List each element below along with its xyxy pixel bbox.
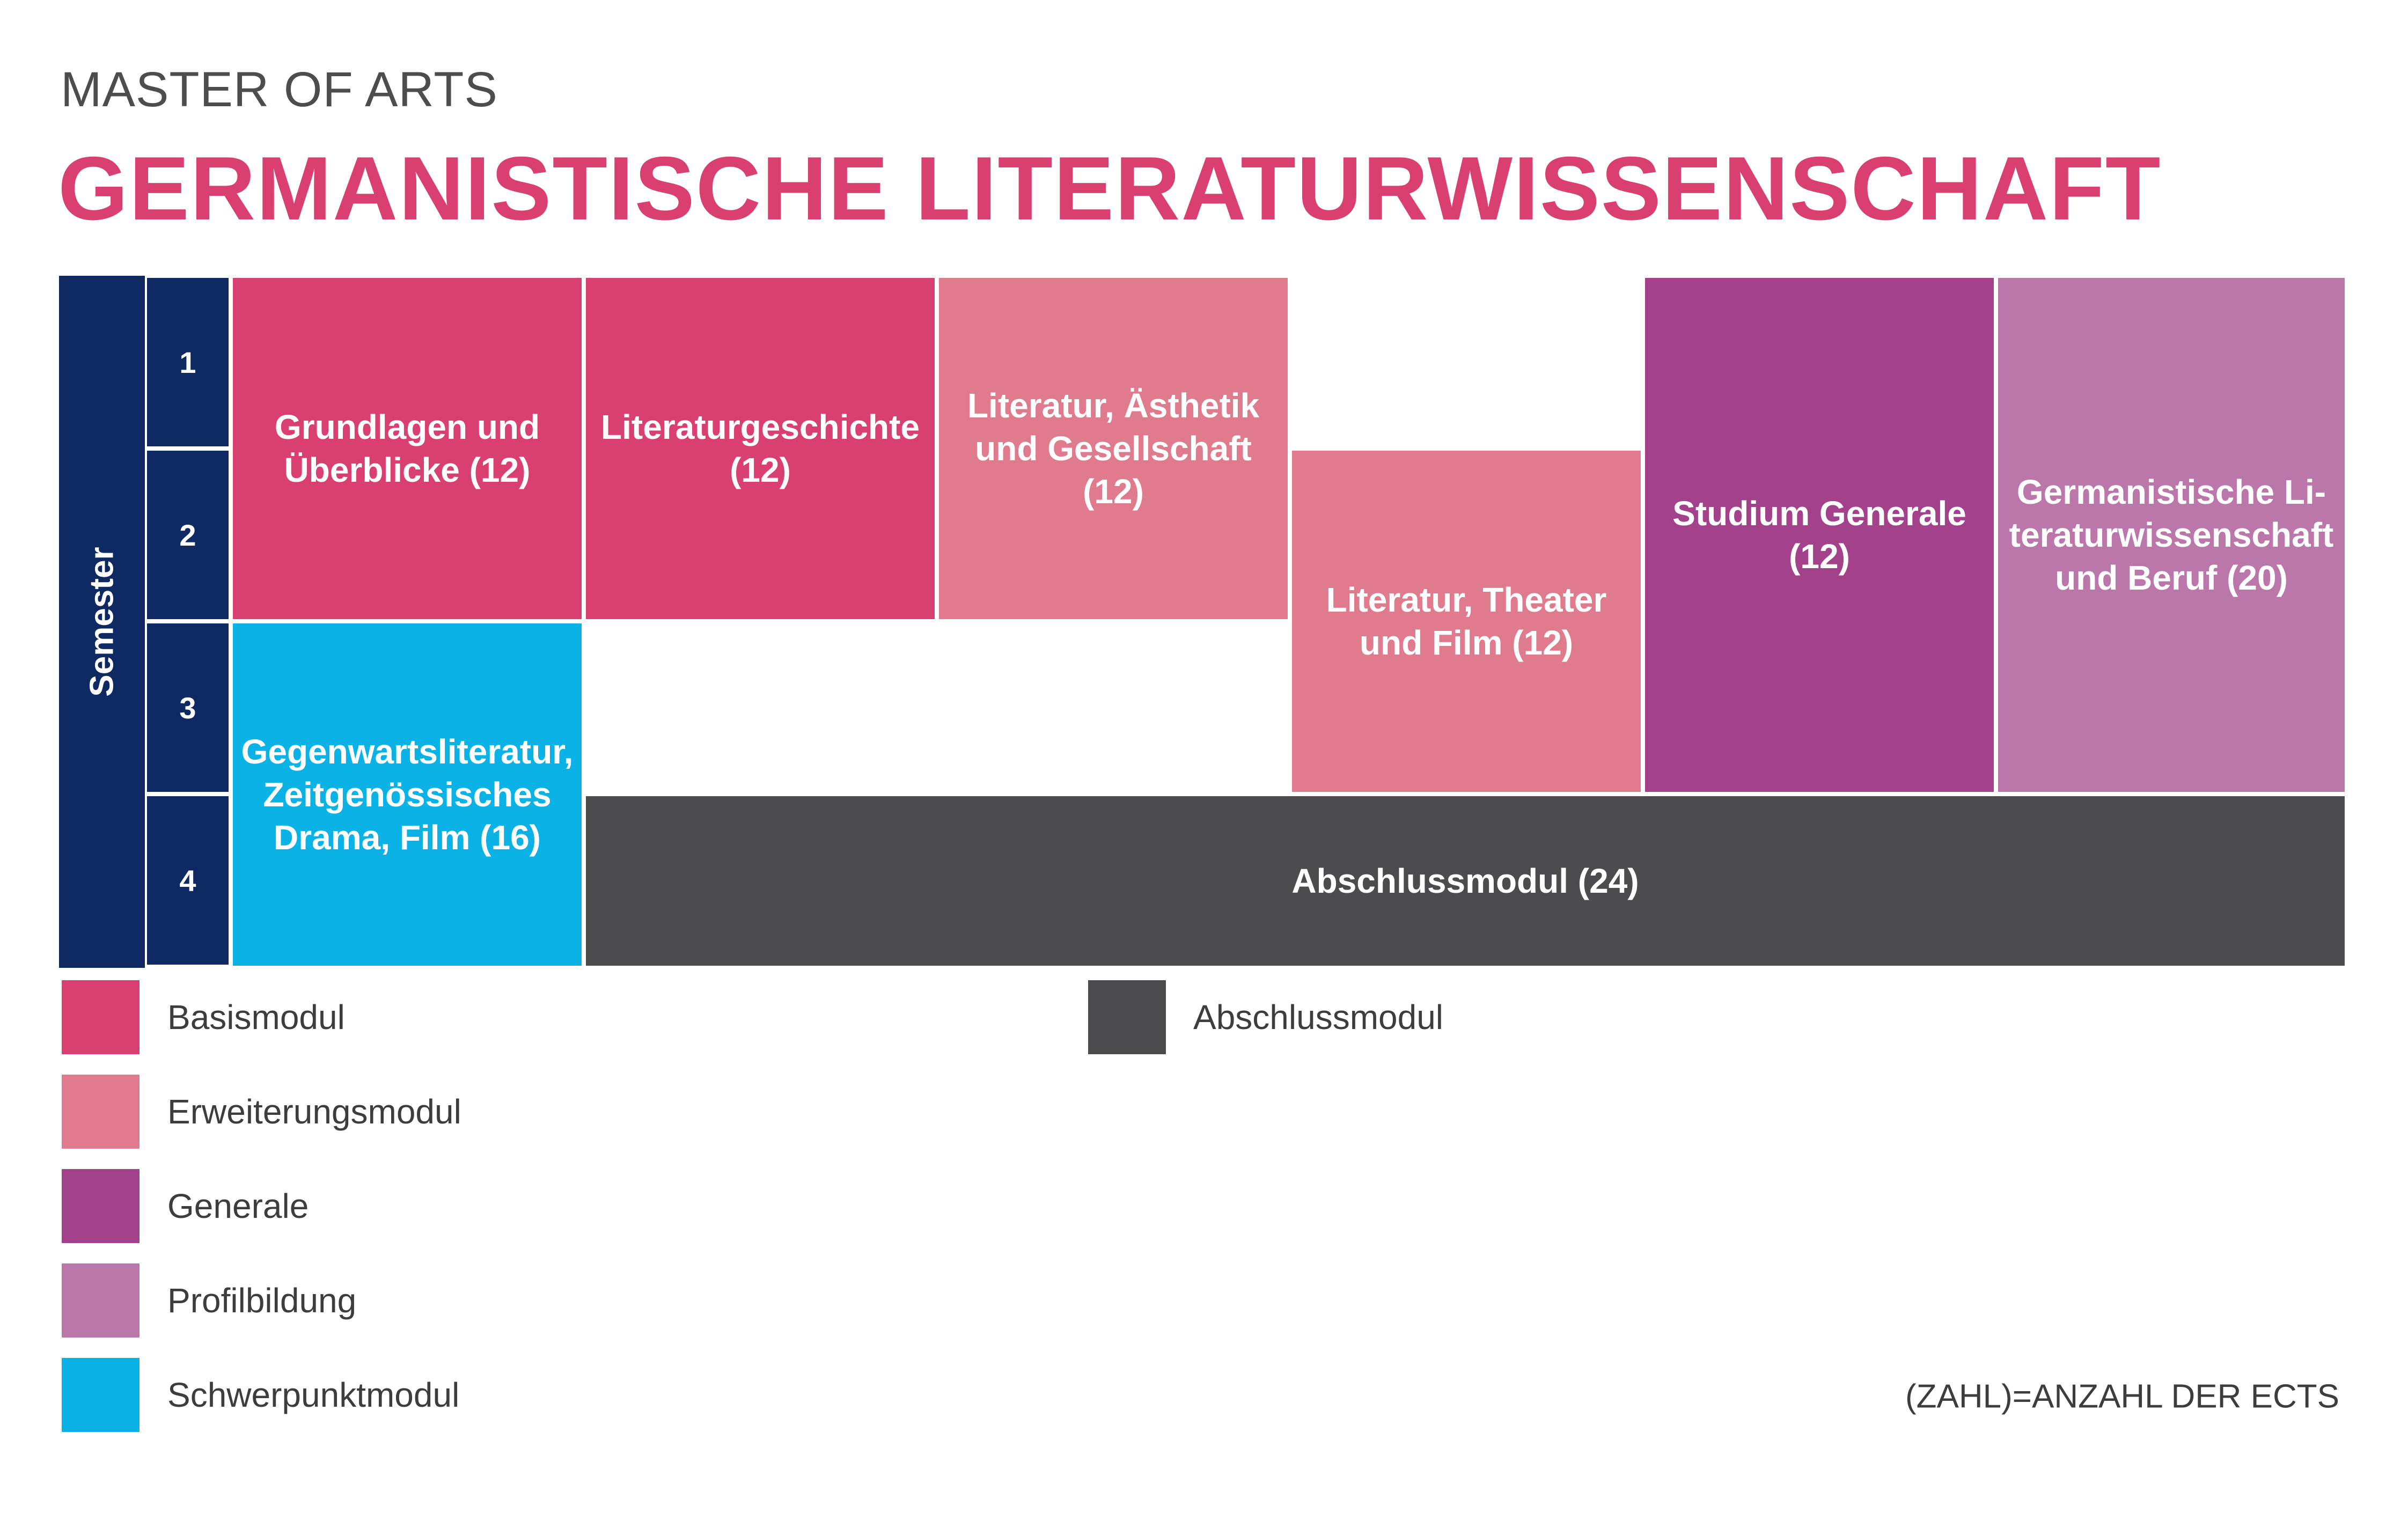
module-gegenwart: Gegenwartsliteratur, Zeitgenössisches Dr… <box>231 621 584 968</box>
legend-label-schwerpunkt: Schwerpunktmodul <box>167 1376 460 1414</box>
legend-swatch-generale <box>62 1169 140 1243</box>
module-grundlagen-label: Grundlagen und Überblicke (12) <box>274 408 540 489</box>
module-abschluss: Abschlussmodul (24) <box>584 794 2347 968</box>
module-beruf-label: Germanistische Li- teraturwissenschaft u… <box>2009 473 2334 597</box>
legend-label-abschluss: Abschlussmodul <box>1193 998 1443 1037</box>
module-studium-generale: Studium Generale (12) <box>1643 276 1996 794</box>
legend-swatch-abschluss <box>1088 980 1166 1054</box>
module-literaturgeschichte-label: Literaturgeschichte (12) <box>601 408 920 489</box>
module-abschluss-label: Abschlussmodul (24) <box>1291 862 1639 900</box>
legend-swatch-basis <box>62 980 140 1054</box>
semester-3: 3 <box>145 621 231 794</box>
legend-label-generale: Generale <box>167 1187 309 1225</box>
legend-label-basis: Basismodul <box>167 998 345 1037</box>
semester-label: Semester <box>83 547 121 697</box>
module-studium-generale-label: Studium Generale (12) <box>1672 494 1966 576</box>
page-title: GERMANISTISCHE LITERATURWISSENSCHAFT <box>58 138 2162 239</box>
module-beruf: Germanistische Li- teraturwissenschaft u… <box>1996 276 2347 794</box>
module-theater: Literatur, Theater und Film (12) <box>1290 449 1643 794</box>
module-aesthetik: Literatur, Ästhetik und Gesellschaft (12… <box>937 276 1290 621</box>
module-literaturgeschichte: Literaturgeschichte (12) <box>584 276 937 621</box>
semester-bar <box>59 276 145 968</box>
module-grundlagen: Grundlagen und Überblicke (12) <box>231 276 584 621</box>
legend-label-erweiterung: Erweiterungsmodul <box>167 1092 461 1131</box>
module-gegenwart-label: Gegenwartsliteratur, Zeitgenössisches Dr… <box>241 732 574 857</box>
legend-label-profil: Profilbildung <box>167 1281 357 1320</box>
semester-2: 2 <box>145 449 231 621</box>
module-theater-label: Literatur, Theater und Film (12) <box>1326 581 1607 662</box>
legend-swatch-erweiterung <box>62 1075 140 1149</box>
semester-4: 4 <box>145 794 231 967</box>
module-aesthetik-label: Literatur, Ästhetik und Gesellschaft (12… <box>967 386 1260 511</box>
legend-swatch-schwerpunkt <box>62 1358 140 1432</box>
semester-1: 1 <box>145 276 231 449</box>
ects-note: (ZAHL)=ANZAHL DER ECTS <box>1905 1378 2339 1415</box>
legend-swatch-profil <box>62 1263 140 1338</box>
subtitle: MASTER OF ARTS <box>61 62 498 117</box>
